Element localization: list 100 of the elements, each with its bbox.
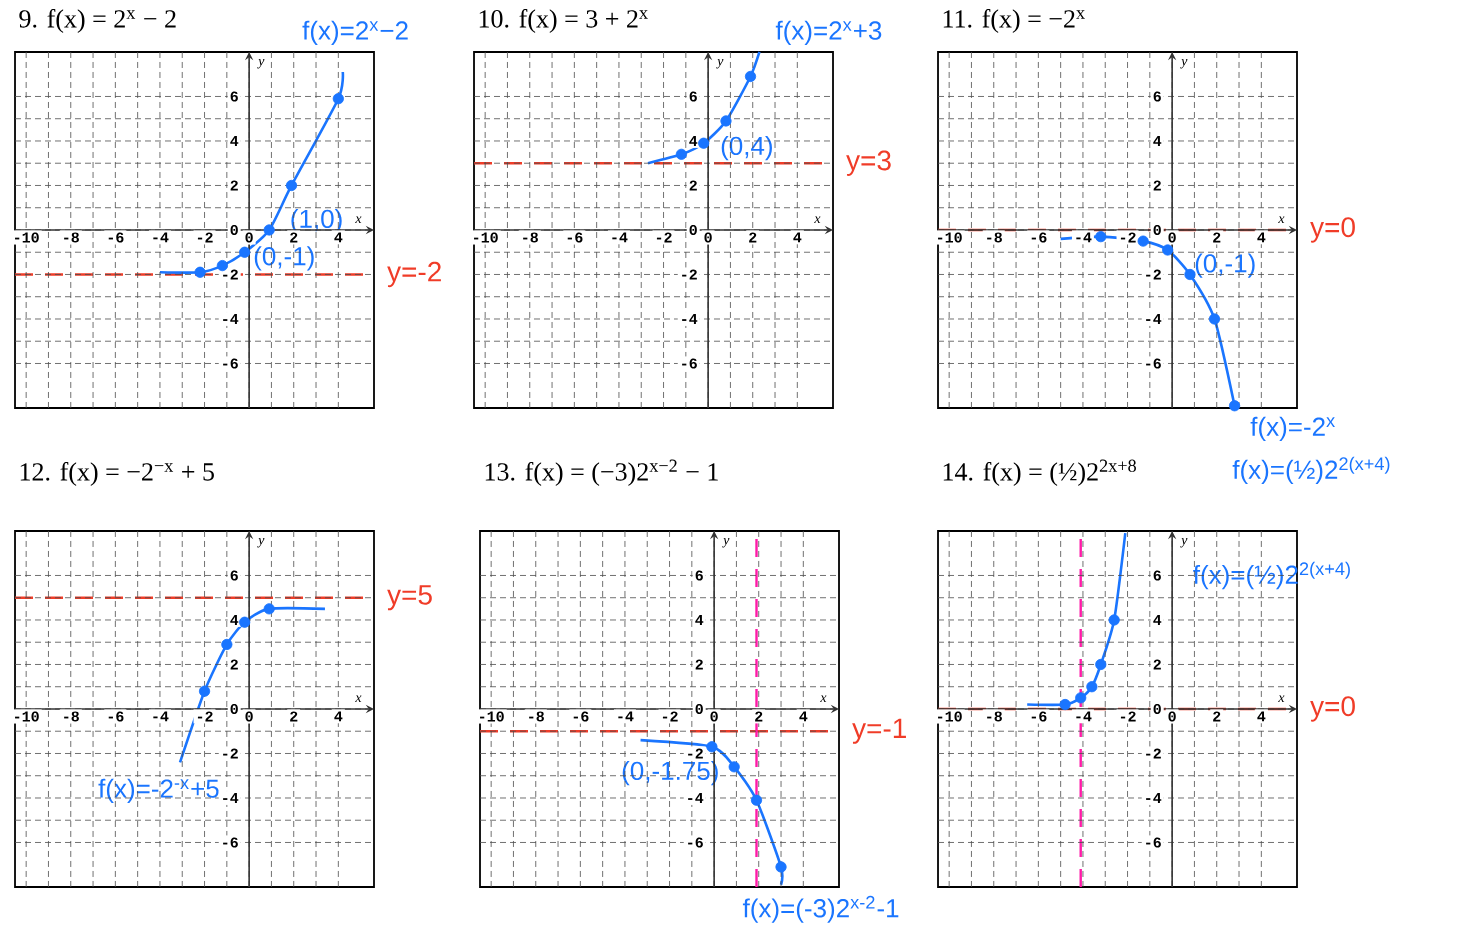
y-tick-label: -6 (1146, 358, 1161, 369)
y-tick-label: -6 (1146, 837, 1161, 848)
point (720, 115, 732, 127)
x-tick-label: -10 (938, 711, 962, 722)
point (194, 266, 206, 278)
point (285, 179, 298, 192)
y-tick-label: 2 (230, 180, 238, 191)
ref-line-label: y=5 (387, 585, 432, 611)
x-tick-label: -10 (15, 232, 39, 243)
point (1184, 268, 1196, 281)
y-tick-label: 6 (1153, 570, 1161, 581)
y-axis-title: y (1180, 59, 1188, 69)
y-tick-label: 6 (230, 570, 238, 581)
y-axis-title: y (1180, 538, 1188, 548)
y-tick-label: 4 (689, 136, 698, 146)
ref-line-label: y=0 (1310, 696, 1355, 722)
x-tick-label: -10 (15, 711, 39, 722)
chart-title: 10. f(x) = 3 + 2$^{x}$ (479, 9, 648, 33)
x-tick-label: -2 (1120, 711, 1136, 722)
y-tick-label: -2 (1146, 269, 1161, 280)
y-tick-label: -6 (682, 358, 697, 369)
x-axis-title: x (1278, 695, 1285, 702)
point (775, 861, 787, 873)
ref-line-label: y=-1 (852, 718, 906, 744)
x-tick-label: 0 (245, 232, 253, 243)
x-tick-label: -2 (1120, 232, 1136, 243)
annotation: (0,4) (721, 135, 772, 161)
chart-title: 14. f(x) = (½)2$^{2x+8}$ (943, 459, 1136, 486)
y-tick-label: -2 (1146, 748, 1161, 759)
y-tick-label: -2 (688, 748, 703, 759)
text: f(x)=2$^{x}$−2 (302, 20, 408, 45)
text: f(x)=2$^{x}$+3 (775, 20, 882, 45)
y-tick-label: -4 (1146, 793, 1162, 803)
y-tick-label: 2 (230, 659, 238, 670)
x-tick-label: -4 (1076, 711, 1092, 722)
x-tick-label: -8 (529, 711, 544, 722)
point (263, 603, 275, 615)
x-tick-label: 4 (799, 711, 808, 722)
y-tick-label: 4 (230, 136, 239, 146)
text: f(x)=(-3)2$^{x-2}$-1 (742, 895, 899, 923)
y-tick-label: -6 (223, 358, 238, 369)
point (744, 70, 757, 83)
point (1059, 698, 1071, 711)
x-tick-label: 0 (245, 711, 253, 722)
ref-line-label: y=-2 (387, 261, 441, 288)
annotation: (0,-1) (254, 246, 314, 271)
x-axis-title: x (814, 216, 821, 223)
y-tick-label: -6 (223, 837, 238, 848)
point (1095, 658, 1107, 671)
x-tick-label: 4 (1257, 711, 1266, 722)
point (675, 148, 687, 160)
point (1208, 313, 1221, 325)
point (1086, 681, 1098, 693)
x-tick-label: 0 (1168, 232, 1176, 243)
x-axis-title: x (1278, 216, 1285, 223)
annotation: (0,-1) (1195, 253, 1255, 278)
y-tick-label: 6 (689, 91, 697, 102)
y-tick-label: -4 (1146, 314, 1162, 324)
y-tick-label: 6 (230, 91, 238, 102)
x-tick-label: 2 (290, 232, 298, 243)
x-axis-title: x (355, 216, 362, 223)
ref-line-label: y=0 (1310, 217, 1355, 243)
x-tick-label: -2 (197, 232, 213, 243)
y-tick-label: -6 (688, 837, 703, 848)
x-tick-label: 4 (1257, 232, 1266, 243)
x-tick-label: 4 (334, 232, 343, 243)
x-tick-label: 2 (1213, 232, 1221, 243)
y-tick-label: -2 (223, 748, 238, 759)
chart-title: 12. f(x) = −2$^{−x}$ + 5 (20, 462, 214, 486)
point (198, 685, 211, 697)
point (1075, 692, 1087, 704)
x-tick-label: -8 (987, 232, 1002, 243)
x-tick-label: -6 (1031, 711, 1047, 722)
x-tick-label: -4 (618, 711, 634, 722)
chart-title: 9. f(x) = 2$^{x}$ − 2 (19, 9, 176, 33)
y-tick-label: -2 (682, 269, 697, 280)
y-tick-label: 4 (230, 615, 239, 625)
y-tick-label: -4 (223, 793, 239, 803)
y-axis-title: y (716, 59, 724, 69)
point (221, 638, 233, 651)
x-tick-label: -8 (987, 711, 1002, 722)
x-tick-label: -6 (108, 711, 124, 722)
x-tick-label: -6 (573, 711, 589, 722)
point (263, 224, 275, 236)
x-tick-label: 4 (334, 711, 343, 722)
text: f(x)=(½)2$^{2(x+4)}$ (1232, 456, 1390, 485)
y-tick-label: 2 (1153, 659, 1161, 670)
x-tick-label: 0 (710, 711, 718, 722)
y-axis-title: y (257, 59, 265, 69)
x-tick-label: 0 (704, 232, 712, 243)
point (750, 794, 763, 806)
x-tick-label: -8 (64, 232, 79, 243)
x-tick-label: -2 (197, 711, 213, 722)
y-tick-label: -4 (688, 793, 704, 803)
x-axis-title: x (355, 695, 362, 702)
y-tick-label: 4 (1153, 615, 1162, 625)
x-tick-label: 0 (1168, 711, 1176, 722)
y-tick-label: 2 (1153, 180, 1161, 191)
point (728, 761, 740, 773)
point (1095, 231, 1107, 243)
